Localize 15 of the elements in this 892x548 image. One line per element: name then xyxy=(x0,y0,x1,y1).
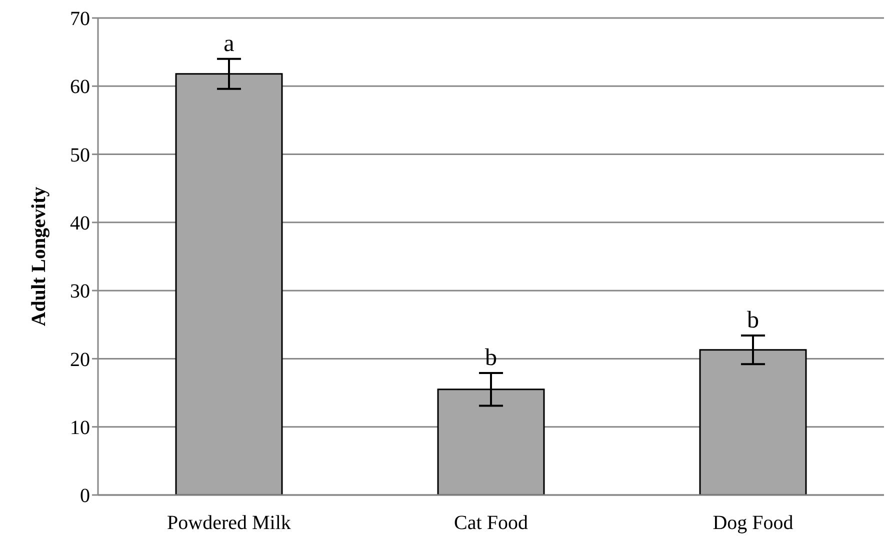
y-tick-label: 40 xyxy=(70,212,90,235)
y-tick-label: 0 xyxy=(80,485,90,508)
x-tick-label: Cat Food xyxy=(454,512,528,534)
annotation: b xyxy=(747,308,759,334)
annotation: a xyxy=(224,30,235,57)
annotation: b xyxy=(485,345,497,372)
y-axis-title: Adult Longevity xyxy=(28,186,50,326)
y-tick-label: 50 xyxy=(70,144,90,166)
y-tick-label: 60 xyxy=(70,76,90,98)
y-tick-label: 10 xyxy=(70,416,90,439)
x-tick-label: Dog Food xyxy=(712,512,794,534)
y-tick-label: 30 xyxy=(70,280,90,303)
y-tick-label: 70 xyxy=(70,8,90,30)
y-tick-label: 20 xyxy=(70,348,90,371)
x-tick-label: Powdered Milk xyxy=(167,512,291,534)
